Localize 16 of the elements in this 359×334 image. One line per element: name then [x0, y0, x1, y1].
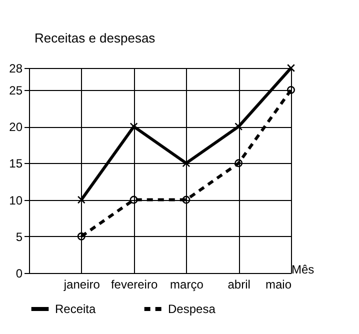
y-tick-label: 5: [16, 230, 23, 244]
legend-label: Despesa: [168, 302, 216, 316]
y-tick-label: 20: [9, 120, 23, 134]
y-axis-title: Receitas e despesas: [34, 30, 156, 46]
legend-label: Receita: [55, 302, 96, 316]
x-tick-label: janeiro: [62, 278, 100, 292]
x-axis-title: Mês: [292, 262, 314, 276]
y-tick-label: 0: [16, 266, 23, 280]
x-tick-label: fevereiro: [110, 278, 158, 292]
y-tick-label: 15: [9, 156, 23, 171]
x-tick-label: março: [170, 278, 204, 292]
y-tick-label: 25: [9, 83, 23, 98]
x-tick-label: maio: [265, 278, 292, 292]
y-tick-label: 10: [9, 193, 23, 208]
x-tick-label: abril: [228, 278, 250, 292]
y-tick-label: 28: [9, 62, 23, 76]
